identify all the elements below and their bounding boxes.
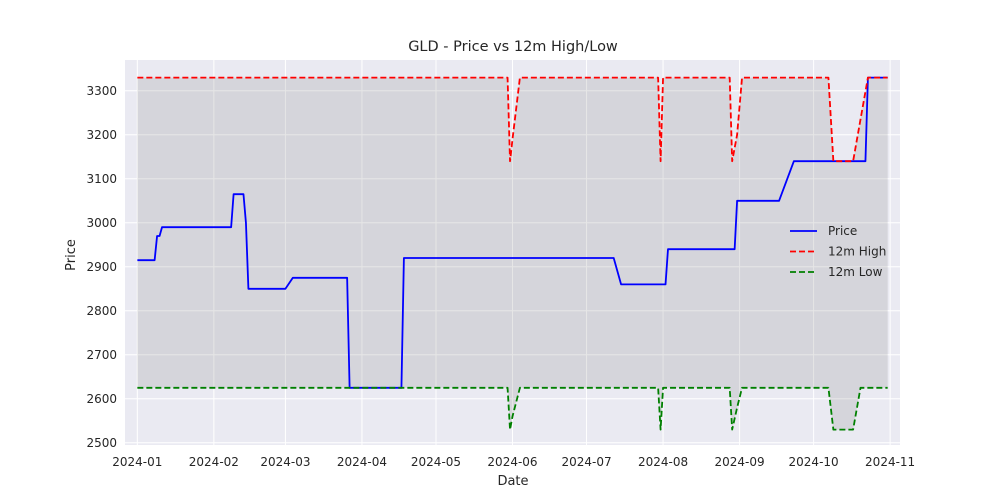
legend-label: Price [828, 224, 857, 238]
x-tick-label: 2024-09 [714, 455, 764, 469]
y-tick-label: 3300 [86, 84, 117, 98]
y-axis-title: Price [64, 239, 79, 271]
band-layer [137, 77, 888, 430]
y-tick-label: 3100 [86, 172, 117, 186]
y-tick-label: 3000 [86, 216, 117, 230]
y-tick-label: 2800 [86, 304, 117, 318]
series-layer [137, 76, 888, 431]
high-low-band [137, 77, 888, 430]
x-tick-label: 2024-08 [638, 455, 688, 469]
y-tick-label: 2700 [86, 348, 117, 362]
12m-high-line [137, 76, 888, 163]
x-tick-label: 2024-10 [789, 455, 839, 469]
x-tick-label: 2024-11 [865, 455, 915, 469]
x-tick-label: 2024-05 [411, 455, 461, 469]
y-tick-label: 3200 [86, 128, 117, 142]
y-tick-label: 2500 [86, 436, 117, 450]
legend: Price 12m High 12m Low [790, 224, 886, 279]
x-tick-label: 2024-02 [189, 455, 239, 469]
x-axis-ticks: 2024-01 2024-02 2024-03 2024-04 2024-05 2024-… [112, 455, 915, 469]
legend-label: 12m Low [828, 265, 883, 279]
plot-area [125, 60, 900, 445]
y-tick-label: 2600 [86, 392, 117, 406]
x-tick-label: 2024-04 [337, 455, 387, 469]
y-tick-label: 2900 [86, 260, 117, 274]
x-tick-label: 2024-07 [561, 455, 611, 469]
x-tick-label: 2024-01 [112, 455, 162, 469]
y-axis-ticks: 2500 2600 2700 2800 2900 3000 3100 3200 3300 [86, 84, 117, 450]
12m-low-line [137, 386, 888, 431]
x-tick-label: 2024-03 [260, 455, 310, 469]
x-axis-title: Date [497, 474, 528, 489]
chart-title: GLD - Price vs 12m High/Low [408, 39, 618, 55]
x-tick-label: 2024-06 [487, 455, 537, 469]
legend-label: 12m High [828, 245, 886, 259]
